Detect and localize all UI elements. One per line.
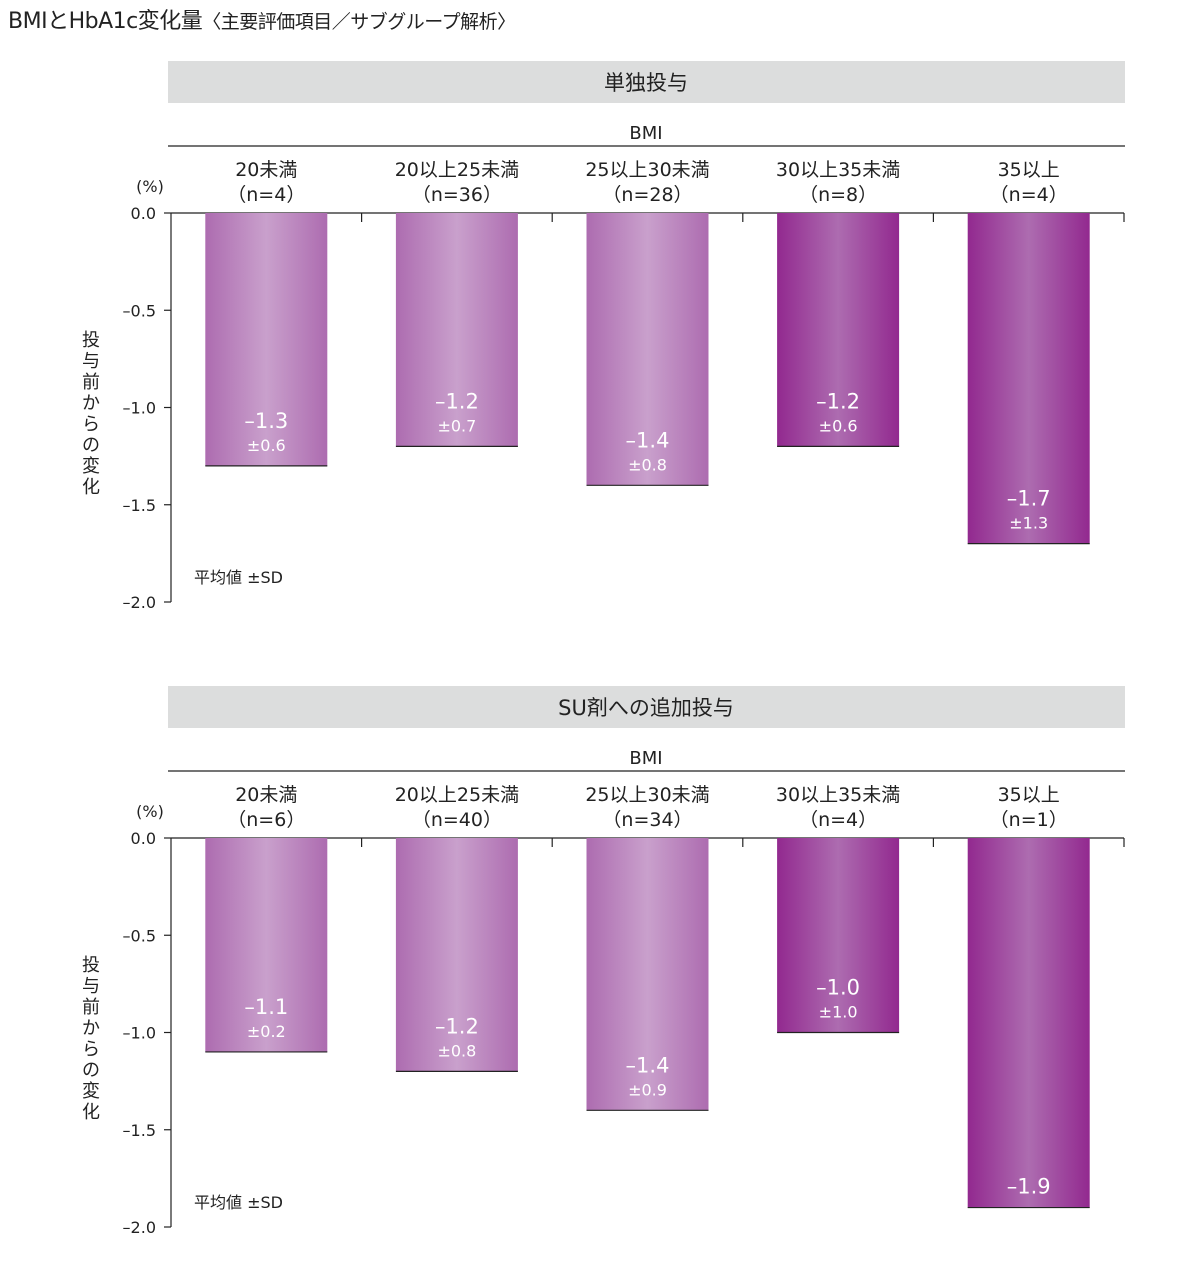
bar: [395, 838, 518, 1072]
data-label: –1.2: [435, 1014, 479, 1038]
y-unit-label: (%): [136, 177, 164, 196]
bar: [967, 838, 1090, 1208]
n-label: （n=28）: [602, 184, 692, 206]
y-tick-label: –1.0: [123, 1024, 156, 1043]
sd-label: ±1.0: [819, 1003, 858, 1022]
bar: [586, 213, 709, 486]
y-axis-label-char: 変: [82, 1081, 100, 1102]
data-label: –1.3: [244, 409, 288, 433]
data-label: –1.1: [244, 995, 288, 1019]
n-label: （n=4）: [990, 184, 1068, 206]
data-label: –1.0: [816, 976, 860, 1000]
y-axis-label-char: の: [82, 435, 100, 456]
category-label: 35以上: [998, 159, 1060, 181]
y-tick-label: –0.5: [123, 926, 156, 945]
category-label: 30以上35未満: [776, 159, 900, 181]
y-tick-label: 0.0: [131, 829, 156, 848]
chart-panel-monotherapy: 単独投与 BMI (%) 0.0 –0.5 –1.0 –1.5 –2.0 投与前からの変化平均値…: [82, 61, 1125, 612]
data-label: –1.4: [626, 1053, 670, 1077]
y-axis-label-char: か: [82, 1018, 100, 1039]
category-label: 20未満: [235, 159, 297, 181]
bar: [777, 213, 900, 447]
y-axis-label-char: 化: [82, 477, 100, 498]
y-axis-label-char: 化: [82, 1102, 100, 1123]
chart-panel-su-combination: SU剤への追加投与 BMI (%) 0.0 –0.5 –1.0 –1.5 –2.0 投与前からの…: [82, 686, 1125, 1237]
category-label: 20以上25未満: [395, 784, 519, 806]
data-label: –1.9: [1007, 1175, 1051, 1199]
n-label: （n=4）: [227, 184, 305, 206]
n-label: （n=40）: [412, 809, 502, 831]
n-label: （n=6）: [227, 809, 305, 831]
n-label: （n=4）: [799, 809, 877, 831]
category-label: 25以上30未満: [585, 159, 709, 181]
y-axis-label-char: 与: [82, 351, 100, 372]
y-tick-label: –2.0: [123, 593, 156, 612]
category-label: 35以上: [998, 784, 1060, 806]
sd-label: ±0.7: [437, 416, 476, 435]
group-label: BMI: [629, 123, 662, 144]
legend-note: 平均値 ±SD: [194, 1193, 283, 1212]
bar: [967, 213, 1090, 544]
chart-subtitle: 〈主要評価項目／サブグループ解析〉: [202, 11, 516, 33]
y-tick-label: 0.0: [131, 204, 156, 223]
y-axis-label-char: 前: [82, 372, 100, 393]
y-axis-label-char: ら: [82, 414, 100, 435]
y-axis-label-char: か: [82, 393, 100, 414]
n-label: （n=1）: [990, 809, 1068, 831]
panel-banner: [168, 686, 1125, 728]
chart-title: BMIとHbA1c変化量: [8, 9, 203, 34]
category-label: 20未満: [235, 784, 297, 806]
y-tick-label: –1.0: [123, 399, 156, 418]
y-axis-label-char: 変: [82, 456, 100, 477]
data-label: –1.7: [1007, 487, 1051, 511]
bar: [205, 838, 328, 1052]
y-axis-label-char: ら: [82, 1039, 100, 1060]
group-label: BMI: [629, 748, 662, 769]
panel-title: SU剤への追加投与: [558, 696, 734, 720]
y-axis-label-char: の: [82, 1060, 100, 1081]
category-label: 30以上35未満: [776, 784, 900, 806]
n-label: （n=34）: [602, 809, 692, 831]
y-tick-label: –1.5: [123, 496, 156, 515]
n-label: （n=8）: [799, 184, 877, 206]
panel-title: 単独投与: [604, 71, 688, 95]
y-tick-label: –0.5: [123, 301, 156, 320]
sd-label: ±0.8: [628, 455, 667, 474]
y-axis-label-char: 前: [82, 997, 100, 1018]
bar: [777, 838, 900, 1033]
bar: [395, 213, 518, 447]
y-tick-label: –1.5: [123, 1121, 156, 1140]
y-axis-label-char: 投: [82, 330, 100, 351]
n-label: （n=36）: [412, 184, 502, 206]
y-axis-label-char: 投: [82, 955, 100, 976]
legend-note: 平均値 ±SD: [194, 568, 283, 587]
sd-label: ±0.9: [628, 1080, 667, 1099]
y-unit-label: (%): [136, 802, 164, 821]
sd-label: ±0.6: [819, 416, 858, 435]
data-label: –1.4: [626, 428, 670, 452]
category-label: 20以上25未満: [395, 159, 519, 181]
category-label: 25以上30未満: [585, 784, 709, 806]
sd-label: ±0.6: [247, 436, 286, 455]
y-tick-label: –2.0: [123, 1218, 156, 1237]
y-axis-label-char: 与: [82, 976, 100, 997]
sd-label: ±0.2: [247, 1022, 286, 1041]
page-title: BMIとHbA1c変化量〈主要評価項目／サブグループ解析〉: [8, 3, 516, 35]
sd-label: ±0.8: [437, 1041, 476, 1060]
data-label: –1.2: [816, 389, 860, 413]
data-label: –1.2: [435, 389, 479, 413]
bar: [586, 838, 709, 1111]
bar: [205, 213, 328, 466]
panel-banner: [168, 61, 1125, 103]
sd-label: ±1.3: [1009, 514, 1048, 533]
